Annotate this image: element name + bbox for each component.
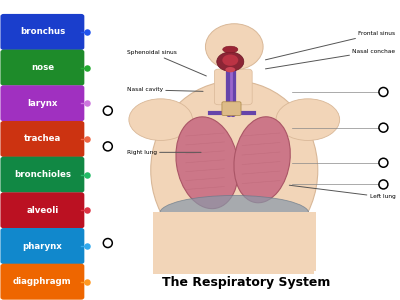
Ellipse shape [129, 99, 192, 140]
Text: The Respiratory System: The Respiratory System [162, 276, 330, 289]
FancyBboxPatch shape [0, 50, 84, 86]
FancyBboxPatch shape [153, 250, 314, 274]
Text: pharynx: pharynx [22, 242, 62, 250]
Ellipse shape [222, 55, 238, 66]
FancyBboxPatch shape [222, 102, 241, 116]
Ellipse shape [225, 67, 235, 72]
Ellipse shape [160, 196, 309, 231]
Ellipse shape [206, 24, 263, 70]
Ellipse shape [234, 117, 290, 203]
Text: Sphenoidal sinus: Sphenoidal sinus [127, 50, 206, 76]
Point [380, 160, 386, 165]
FancyBboxPatch shape [0, 192, 84, 228]
FancyBboxPatch shape [0, 157, 84, 193]
Ellipse shape [223, 46, 238, 53]
Text: Nasal cavity: Nasal cavity [127, 87, 203, 92]
Point [380, 182, 386, 187]
Text: trachea: trachea [24, 134, 61, 143]
Text: bronchus: bronchus [20, 27, 65, 36]
Point [84, 101, 90, 106]
Point [105, 144, 111, 149]
Point [84, 244, 90, 248]
Point [84, 208, 90, 213]
Point [84, 172, 90, 177]
FancyBboxPatch shape [0, 14, 84, 50]
FancyBboxPatch shape [0, 121, 84, 157]
Ellipse shape [217, 52, 244, 71]
Ellipse shape [176, 117, 238, 208]
Point [380, 125, 386, 130]
FancyBboxPatch shape [0, 264, 84, 300]
Point [105, 241, 111, 245]
Ellipse shape [151, 81, 318, 260]
FancyBboxPatch shape [0, 85, 84, 121]
Point [105, 108, 111, 113]
Text: alveoli: alveoli [26, 206, 58, 215]
FancyBboxPatch shape [0, 228, 84, 264]
Point [84, 136, 90, 141]
Text: diagphragm: diagphragm [13, 277, 72, 286]
Text: nose: nose [31, 63, 54, 72]
Ellipse shape [276, 99, 340, 140]
Text: Frontal sinus: Frontal sinus [266, 31, 395, 60]
Point [84, 29, 90, 34]
FancyBboxPatch shape [153, 212, 316, 271]
Point [84, 279, 90, 284]
Text: Nasal conchae: Nasal conchae [266, 49, 395, 69]
Text: Right lung: Right lung [127, 150, 201, 155]
Point [380, 90, 386, 94]
Text: Left lung: Left lung [289, 185, 395, 200]
Point [84, 65, 90, 70]
Text: bronchioles: bronchioles [14, 170, 71, 179]
Text: larynx: larynx [27, 99, 58, 108]
FancyBboxPatch shape [214, 69, 252, 105]
